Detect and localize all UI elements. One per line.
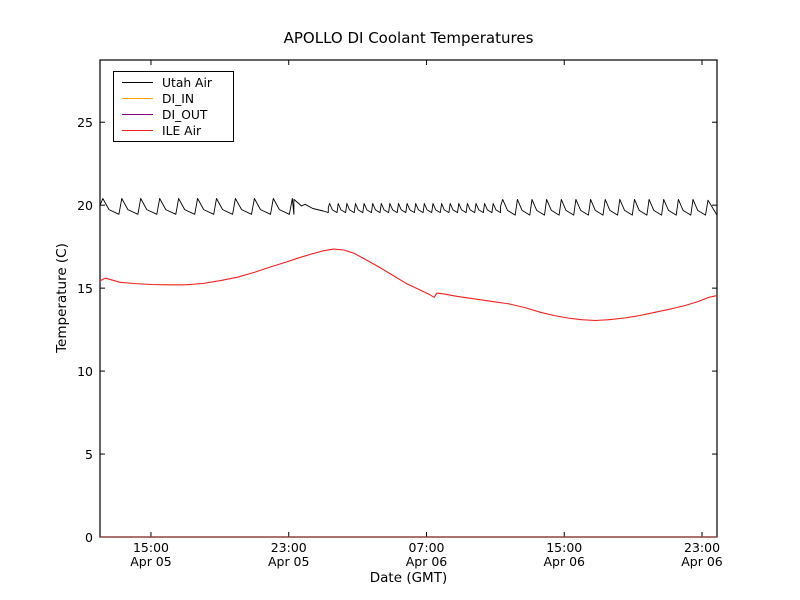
x-tick-time: 23:00 [270,540,307,555]
x-tick-time: 23:00 [684,540,721,555]
x-tick-date: Apr 05 [267,554,310,569]
legend-item-di-out: DI_OUT [114,107,233,122]
legend-label: DI_IN [162,91,195,106]
x-tick-label: 15:00 Apr 06 [519,541,609,569]
x-tick-label: 15:00 Apr 05 [106,541,196,569]
x-tick-date: Apr 06 [543,554,585,569]
x-axis-label: Date (GMT) [369,570,448,586]
y-tick-label: 0 [85,529,93,545]
y-tick-label: 10 [77,363,93,379]
legend-item-utah-air: Utah Air [114,75,233,90]
x-tick-time: 15:00 [132,540,169,555]
x-tick-time: 15:00 [546,540,583,555]
chart-title: APOLLO DI Coolant Temperatures [283,29,534,47]
legend: Utah Air DI_IN DI_OUT ILE Air [113,71,234,142]
legend-line-swatch [122,82,153,83]
legend-line-swatch [122,98,153,99]
series-ile-air-line [99,248,718,322]
x-tick-label: 07:00 Apr 06 [381,541,471,569]
x-tick-date: Apr 06 [405,554,448,569]
legend-label: Utah Air [162,75,212,90]
legend-item-ile-air: ILE Air [114,123,233,138]
legend-line-swatch [122,114,153,115]
y-tick-label: 5 [85,446,93,462]
series-utah-air-line [99,198,718,216]
legend-label: DI_OUT [162,107,208,122]
x-tick-label: 23:00 Apr 05 [244,541,334,569]
y-tick-label: 15 [77,280,93,296]
x-tick-date: Apr 05 [130,554,172,569]
y-tick-label: 20 [77,197,93,213]
legend-item-di-in: DI_IN [114,91,233,106]
legend-line-swatch [122,130,153,131]
x-tick-date: Apr 06 [681,554,723,569]
x-tick-time: 07:00 [408,540,445,555]
x-tick-label: 23:00 Apr 06 [657,541,747,569]
y-axis-label: Temperature (C) [54,243,70,353]
y-tick-label: 25 [77,114,93,130]
legend-label: ILE Air [162,123,202,138]
